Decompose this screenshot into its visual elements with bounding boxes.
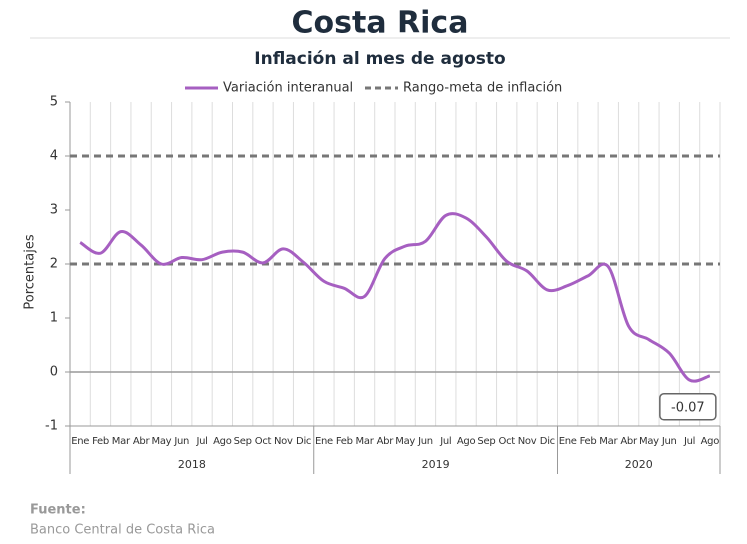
x-tick-label: Ene <box>559 436 577 447</box>
chart-subtitle: Inflación al mes de agosto <box>254 49 505 69</box>
y-tick-label: 0 <box>50 365 58 380</box>
x-tick-label: Oct <box>255 436 272 447</box>
x-tick-label: Feb <box>580 436 597 447</box>
y-tick-label: 2 <box>50 257 58 272</box>
x-tick-label: Sep <box>234 436 252 447</box>
x-tick-label: Mar <box>112 436 131 447</box>
series-line <box>79 212 711 383</box>
x-tick-label: Nov <box>274 436 293 447</box>
x-tick-label: May <box>395 436 415 447</box>
source-label: Fuente: <box>30 503 86 518</box>
x-tick-label: Nov <box>518 436 537 447</box>
legend-label: Rango-meta de inflación <box>403 81 562 96</box>
legend-label: Variación interanual <box>223 81 353 96</box>
x-tick-label: Mar <box>356 436 375 447</box>
y-axis-label: Porcentajes <box>23 234 38 309</box>
y-tick-label: 4 <box>50 149 58 164</box>
group-label: 2020 <box>625 458 653 471</box>
x-tick-label: Jul <box>195 436 207 447</box>
x-tick-label: Oct <box>499 436 516 447</box>
x-tick-label: Jun <box>661 436 677 447</box>
x-tick-label: Feb <box>336 436 353 447</box>
x-tick-label: May <box>152 436 172 447</box>
x-tick-label: Dic <box>296 436 311 447</box>
group-label: 2018 <box>178 458 206 471</box>
x-tick-label: Ago <box>213 436 232 447</box>
x-tick-label: Feb <box>92 436 109 447</box>
x-tick-label: Abr <box>620 436 638 447</box>
x-tick-label: Dic <box>540 436 555 447</box>
data-label-box <box>659 393 717 421</box>
x-tick-label: Jun <box>417 436 433 447</box>
x-tick-label: Sep <box>477 436 495 447</box>
y-tick-label: 1 <box>50 311 58 326</box>
x-tick-label: Abr <box>133 436 151 447</box>
x-tick-label: Mar <box>599 436 618 447</box>
data-label: -0.07 <box>671 400 705 415</box>
x-tick-label: May <box>639 436 659 447</box>
x-tick-label: Jul <box>439 436 451 447</box>
group-label: 2019 <box>422 458 450 471</box>
y-tick-label: 5 <box>50 95 58 110</box>
chart-title: Costa Rica <box>292 6 469 41</box>
x-tick-label: Ene <box>315 436 333 447</box>
x-tick-label: Jun <box>173 436 189 447</box>
y-tick-label: -1 <box>45 419 58 434</box>
x-tick-label: Ago <box>701 436 720 447</box>
y-tick-label: 3 <box>50 203 58 218</box>
x-tick-label: Jul <box>683 436 695 447</box>
x-tick-label: Abr <box>377 436 395 447</box>
x-tick-label: Ago <box>457 436 476 447</box>
x-tick-label: Ene <box>71 436 89 447</box>
source-text: Banco Central de Costa Rica <box>30 523 215 538</box>
